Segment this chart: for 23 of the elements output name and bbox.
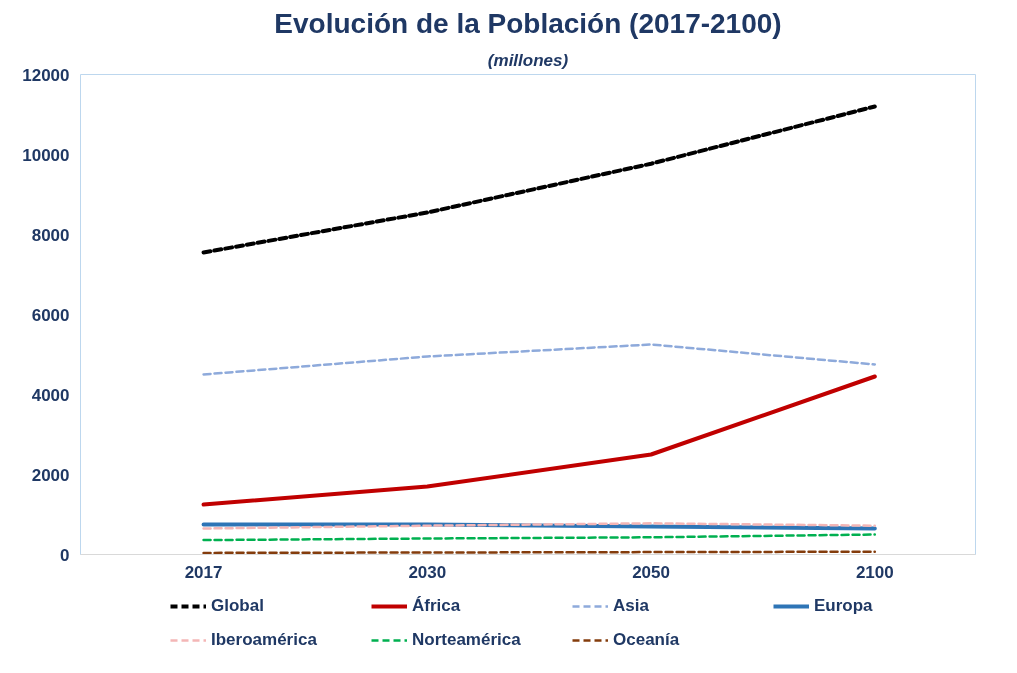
- line-series: [202, 343, 877, 376]
- chart-subtitle: (millones): [487, 50, 569, 70]
- legend-label: Iberoamérica: [211, 630, 318, 650]
- line-series: [201, 374, 877, 507]
- x-tick-label: 2050: [632, 562, 670, 582]
- y-tick-label: 2000: [31, 465, 70, 485]
- legend-label: Asia: [613, 596, 650, 616]
- y-tick-label: 8000: [31, 225, 70, 245]
- y-tick-label: 0: [60, 545, 70, 565]
- legend-label: Norteamérica: [412, 630, 522, 650]
- y-tick-label: 4000: [31, 385, 70, 405]
- y-tick-label: 10000: [22, 145, 70, 165]
- y-tick-label: 6000: [31, 305, 70, 325]
- legend-label: Global: [211, 596, 265, 616]
- chart-title: Evolución de la Población (2017-2100): [274, 7, 782, 39]
- legend-label: África: [412, 596, 462, 616]
- line-series: [201, 104, 877, 255]
- x-tick-label: 2030: [408, 562, 447, 582]
- legend-label: Europa: [814, 596, 874, 616]
- y-tick-label: 12000: [22, 65, 70, 85]
- x-tick-label: 2100: [855, 562, 894, 582]
- legend-label: Oceanía: [613, 630, 681, 650]
- x-tick-label: 2017: [184, 562, 223, 582]
